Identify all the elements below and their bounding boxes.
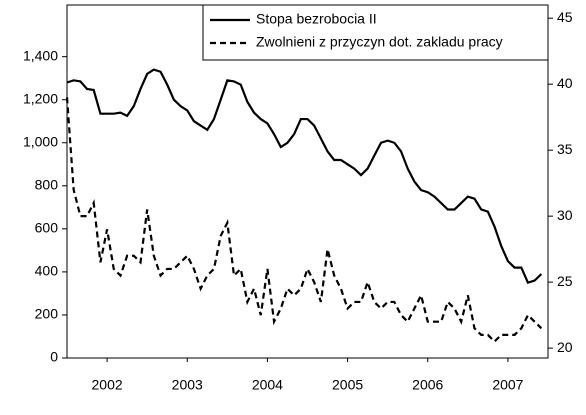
x-tick-label: 2005	[332, 377, 363, 393]
y-tick-label: 200	[35, 306, 59, 322]
y2-tick-label: 30	[557, 207, 573, 223]
y-tick-label: 1,200	[23, 90, 58, 106]
x-tick-label: 2002	[92, 377, 123, 393]
legend-box	[202, 4, 549, 61]
y2-tick-label: 20	[557, 339, 573, 355]
legend-label: Zwolnieni z przyczyn dot. zakladu pracy	[256, 34, 503, 50]
legend-label: Stopa bezrobocia II	[256, 11, 377, 27]
y2-tick-label: 35	[557, 141, 573, 157]
x-tick-label: 2007	[492, 377, 523, 393]
series-line	[65, 97, 543, 344]
x-tick-label: 2006	[412, 377, 443, 393]
x-tick-label: 2003	[172, 377, 203, 393]
y2-tick-label: 40	[557, 75, 573, 91]
series-line	[66, 68, 543, 285]
x-tick-label: 2004	[252, 377, 283, 393]
y-tick-label: 600	[35, 220, 59, 236]
y-tick-label: 1,400	[23, 47, 58, 63]
y-tick-label: 400	[35, 263, 59, 279]
y-tick-label: 800	[35, 177, 59, 193]
y-tick-label: 1,000	[23, 133, 58, 149]
y2-tick-label: 45	[557, 9, 573, 25]
y2-tick-label: 25	[557, 273, 573, 289]
y-tick-label: 0	[50, 349, 58, 365]
